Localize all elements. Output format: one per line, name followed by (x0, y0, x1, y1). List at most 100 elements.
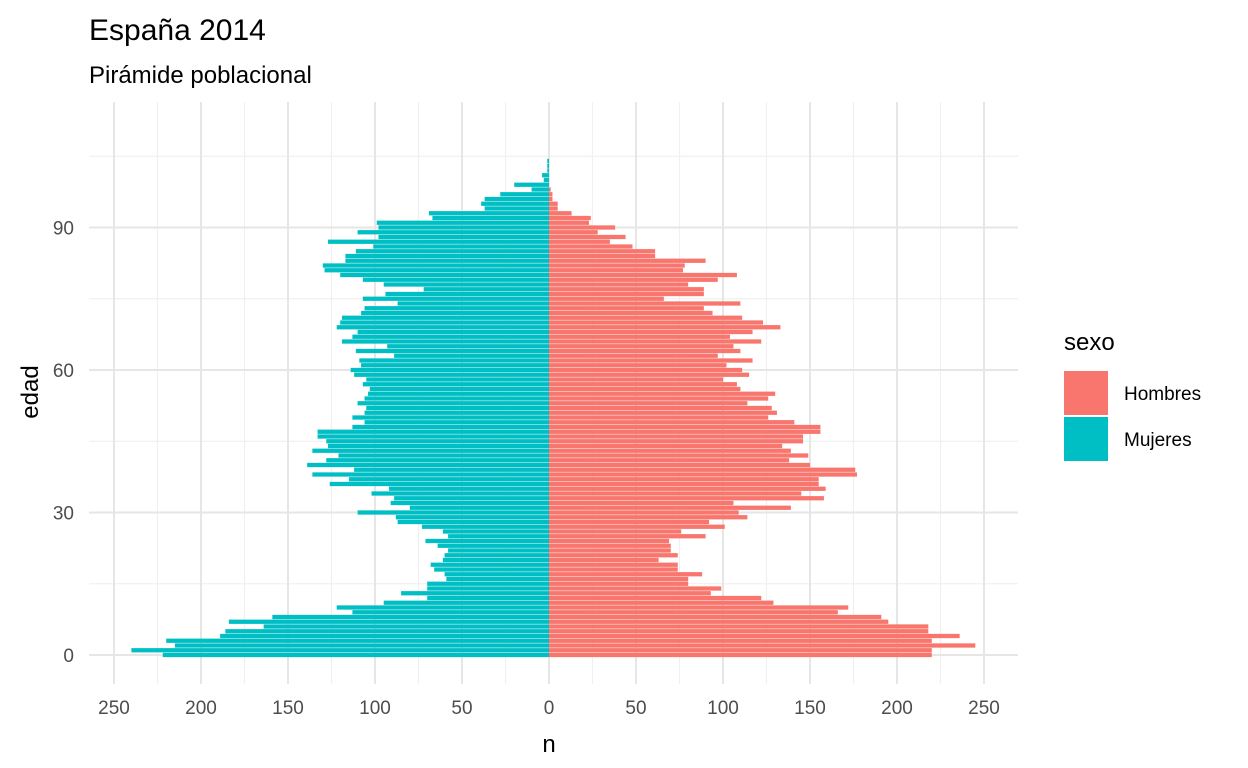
bar-mujeres (340, 272, 549, 278)
bar-hombres (549, 643, 976, 648)
bar-mujeres (362, 277, 549, 282)
bar-hombres (549, 429, 821, 434)
bar-hombres (549, 481, 819, 487)
bar-mujeres (324, 268, 549, 273)
bar-hombres (549, 595, 762, 601)
bar-mujeres (326, 439, 549, 444)
bar-mujeres (390, 500, 549, 506)
bar-hombres (549, 377, 723, 382)
x-tick-label: 150 (272, 698, 304, 719)
bar-mujeres (437, 543, 549, 548)
bar-mujeres (366, 405, 549, 411)
bar-hombres (549, 562, 678, 567)
bar-mujeres (378, 234, 549, 240)
bar-hombres (549, 268, 683, 273)
bar-hombres (549, 629, 929, 634)
bar-mujeres (220, 633, 549, 639)
bar-hombres (549, 277, 718, 282)
bar-hombres (549, 306, 704, 311)
bar-hombres (549, 467, 856, 472)
bar-hombres (549, 420, 795, 425)
y-axis-title: edad (17, 365, 44, 418)
bar-mujeres (352, 334, 549, 339)
bar-hombres (549, 244, 633, 249)
bar-hombres (549, 605, 849, 610)
bar-hombres (549, 443, 783, 449)
bars-group (131, 158, 976, 658)
bar-hombres (549, 648, 932, 653)
bar-hombres (549, 510, 739, 515)
bar-mujeres (547, 168, 549, 173)
bar-hombres (549, 543, 671, 548)
bar-mujeres (373, 244, 549, 249)
bar-mujeres (369, 386, 549, 392)
bar-mujeres (317, 434, 549, 439)
bar-hombres (549, 249, 656, 254)
x-tick-label: 50 (451, 698, 472, 719)
bar-mujeres (357, 329, 549, 335)
y-tick-label: 90 (53, 219, 74, 240)
bar-hombres (549, 496, 824, 501)
bar-mujeres (371, 491, 549, 496)
bar-mujeres (364, 410, 549, 415)
bar-mujeres (397, 301, 549, 306)
bar-hombres (549, 453, 809, 458)
bar-hombres (549, 315, 743, 320)
bar-mujeres (448, 548, 549, 553)
bar-hombres (549, 439, 804, 444)
bar-hombres (549, 500, 734, 506)
x-tick-label: 50 (625, 698, 646, 719)
bar-hombres (549, 538, 670, 544)
bar-mujeres (547, 158, 549, 164)
bar-mujeres (547, 163, 549, 168)
bar-hombres (549, 196, 553, 202)
bar-mujeres (352, 415, 549, 420)
legend-swatch-mujeres (1064, 417, 1108, 461)
bar-mujeres (312, 448, 549, 453)
bar-hombres (549, 344, 734, 349)
bar-hombres (549, 553, 678, 558)
bar-mujeres (329, 481, 549, 487)
bar-hombres (549, 458, 790, 463)
bar-mujeres (326, 458, 549, 463)
bar-hombres (549, 591, 711, 596)
bar-mujeres (322, 263, 549, 268)
bar-mujeres (376, 220, 549, 225)
bar-mujeres (543, 177, 549, 183)
bar-hombres (549, 325, 781, 330)
bar-mujeres (531, 187, 549, 192)
bar-hombres (549, 348, 741, 354)
bar-mujeres (364, 420, 549, 425)
bar-hombres (549, 258, 706, 263)
x-tick-label: 150 (794, 698, 826, 719)
bar-mujeres (225, 629, 550, 634)
bar-mujeres (446, 576, 549, 582)
bar-hombres (549, 211, 572, 216)
bar-hombres (549, 263, 685, 268)
bar-mujeres (427, 586, 549, 591)
bar-hombres (549, 614, 882, 620)
bar-hombres (549, 296, 664, 301)
bar-mujeres (272, 614, 549, 620)
bar-mujeres (423, 287, 549, 292)
bar-hombres (549, 576, 689, 582)
bar-hombres (549, 187, 551, 192)
bar-hombres (549, 529, 682, 534)
bar-mujeres (359, 358, 549, 363)
bar-mujeres (354, 372, 549, 377)
bar-mujeres (385, 291, 549, 297)
bar-mujeres (432, 215, 549, 221)
bar-hombres (549, 519, 710, 525)
bar-mujeres (434, 567, 549, 572)
y-axis-ticks: 0 30 60 90 (53, 219, 74, 668)
bar-mujeres (340, 320, 549, 325)
bar-mujeres (481, 201, 549, 206)
bar-mujeres (388, 486, 549, 491)
bar-mujeres (357, 401, 549, 406)
bar-mujeres (484, 196, 549, 202)
bar-hombres (549, 282, 689, 287)
x-tick-label: 200 (185, 698, 217, 719)
legend-title: sexo (1064, 329, 1115, 356)
bar-hombres (549, 610, 838, 615)
